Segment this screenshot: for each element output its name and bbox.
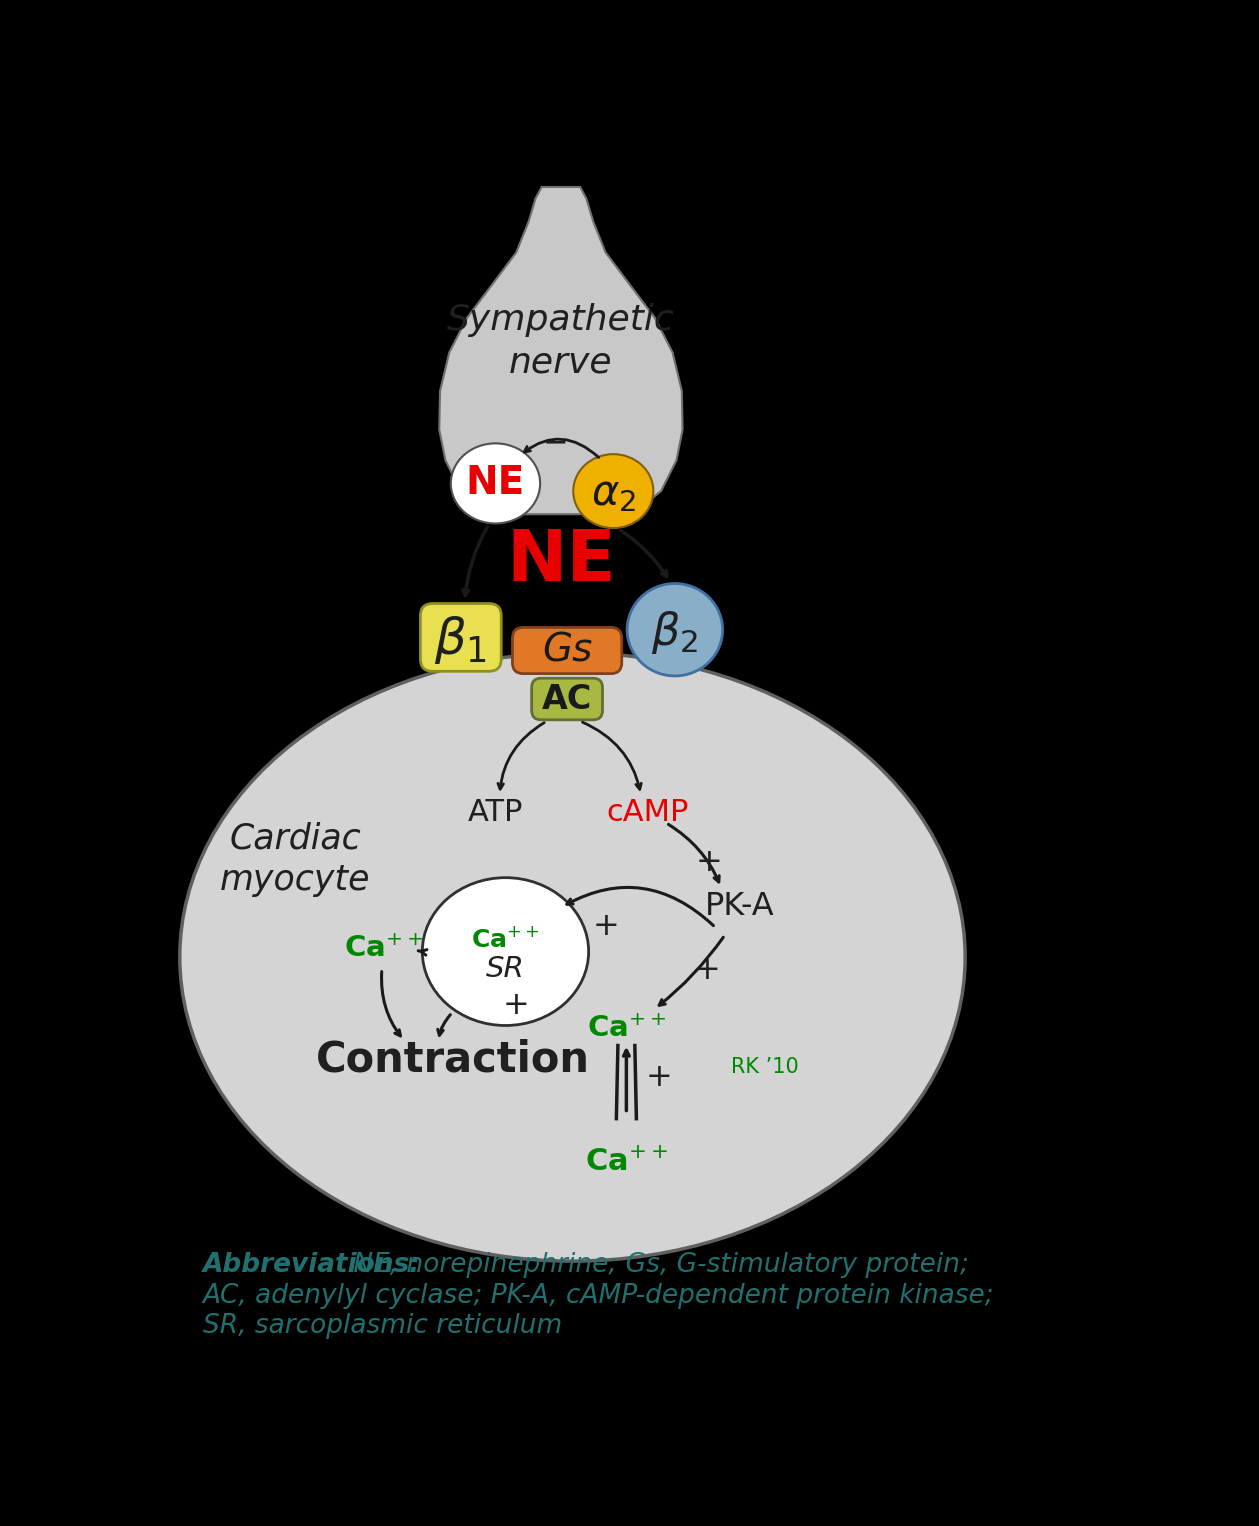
Text: Sympathetic
nerve: Sympathetic nerve <box>447 304 675 378</box>
Text: +: + <box>694 955 720 986</box>
Text: AC: AC <box>541 682 592 716</box>
Polygon shape <box>439 188 682 514</box>
Ellipse shape <box>451 444 540 523</box>
Text: Cardiac
myocyte: Cardiac myocyte <box>220 821 370 897</box>
Text: +: + <box>695 847 723 877</box>
Ellipse shape <box>573 455 653 528</box>
Text: +: + <box>646 1062 672 1093</box>
Text: $\beta_2$: $\beta_2$ <box>651 609 699 656</box>
Text: AC, adenylyl cyclase; PK-A, cAMP-dependent protein kinase;: AC, adenylyl cyclase; PK-A, cAMP-depende… <box>203 1283 995 1309</box>
Text: Contraction: Contraction <box>316 1038 590 1080</box>
Text: NE, norepinephrine; Gs, G-stimulatory protein;: NE, norepinephrine; Gs, G-stimulatory pr… <box>345 1251 969 1277</box>
FancyBboxPatch shape <box>531 678 603 720</box>
Text: Ca$^{++}$: Ca$^{++}$ <box>585 1148 667 1177</box>
Ellipse shape <box>627 583 723 676</box>
Text: $\alpha_2$: $\alpha_2$ <box>590 473 636 514</box>
Ellipse shape <box>422 877 589 1025</box>
Text: +: + <box>502 990 530 1021</box>
Text: cAMP: cAMP <box>606 798 689 827</box>
Text: Ca$^{++}$: Ca$^{++}$ <box>471 926 540 952</box>
Text: −: − <box>543 429 568 458</box>
Ellipse shape <box>180 653 966 1260</box>
FancyBboxPatch shape <box>421 604 501 671</box>
Text: +: + <box>592 911 619 942</box>
Text: PK-A: PK-A <box>705 891 774 922</box>
Text: Abbreviations:: Abbreviations: <box>203 1251 421 1277</box>
Text: SR, sarcoplasmic reticulum: SR, sarcoplasmic reticulum <box>203 1314 562 1340</box>
Text: NE: NE <box>466 464 525 502</box>
Text: NE: NE <box>506 528 616 597</box>
Text: SR: SR <box>486 955 525 983</box>
Text: Ca$^{++}$: Ca$^{++}$ <box>344 935 423 963</box>
Text: $\beta_1$: $\beta_1$ <box>434 615 487 667</box>
Text: RK ’10: RK ’10 <box>731 1058 799 1077</box>
FancyBboxPatch shape <box>512 627 622 673</box>
Text: Gs: Gs <box>541 632 592 670</box>
Text: Ca$^{++}$: Ca$^{++}$ <box>587 1015 666 1042</box>
Text: ATP: ATP <box>468 798 524 827</box>
